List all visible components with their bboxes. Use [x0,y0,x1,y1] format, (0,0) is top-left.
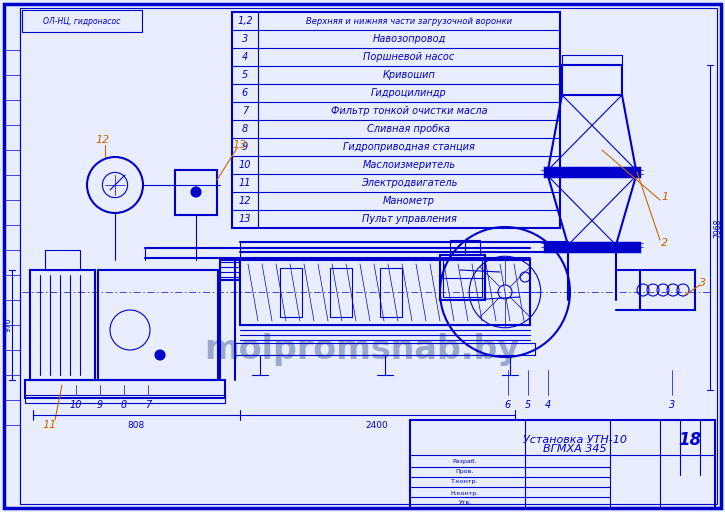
Circle shape [155,350,165,360]
Text: 6: 6 [505,400,511,410]
Bar [545,243,639,251]
Text: 1: 1 [661,192,668,202]
Bar [330,268,352,317]
Bar [98,270,218,380]
Text: 4: 4 [242,52,248,62]
Text: 2: 2 [661,238,668,248]
Text: 10: 10 [70,400,82,410]
Bar [440,255,485,300]
Text: 2400: 2400 [365,420,389,430]
Text: 9: 9 [97,400,103,410]
Bar [280,268,302,317]
Text: 18: 18 [679,431,702,449]
Text: Утв.: Утв. [458,501,471,505]
Text: Навозопровод: Навозопровод [373,34,446,44]
Text: 11: 11 [239,178,252,188]
Text: 12: 12 [239,196,252,206]
Bar [175,170,217,215]
Text: Манометр: Манометр [383,196,435,206]
Text: 3: 3 [242,34,248,44]
Bar [465,240,480,255]
Text: Разраб.: Разраб. [452,459,477,464]
Text: 9: 9 [242,142,248,152]
Bar [25,395,225,403]
Text: ВГМХА 345: ВГМХА 345 [543,444,607,454]
Text: Верхняя и нижняя части загрузочной воронки: Верхняя и нижняя части загрузочной ворон… [306,16,512,26]
Text: Электродвигатель: Электродвигатель [361,178,457,188]
Bar [22,10,142,32]
Text: 8: 8 [242,124,248,134]
Text: 8: 8 [121,400,127,410]
Text: Н.контр.: Н.контр. [451,492,479,497]
Text: Поршневой насос: Поршневой насос [363,52,455,62]
Text: 10: 10 [239,160,252,170]
Text: 7968: 7968 [713,218,723,238]
Text: Установка УТН-10: Установка УТН-10 [523,435,627,445]
Text: Сливная пробка: Сливная пробка [368,124,450,134]
Bar [410,420,715,508]
Text: Маслоизмеритель: Маслоизмеритель [362,160,455,170]
Bar [25,380,225,398]
Bar [380,268,402,317]
Text: 11: 11 [43,420,57,430]
Text: Пульт управления: Пульт управления [362,214,457,224]
Text: Гидроприводная станция: Гидроприводная станция [343,142,475,152]
Bar [30,270,95,380]
Bar [45,250,80,270]
Text: Пров.: Пров. [456,470,474,475]
Bar [640,270,695,310]
Text: 808: 808 [128,420,144,430]
Bar [545,168,639,176]
Bar [240,260,530,325]
Bar [562,65,622,95]
Text: 976: 976 [4,317,12,332]
Text: molpromsnab.by: molpromsnab.by [204,333,520,367]
Bar [232,12,560,228]
Text: 5: 5 [242,70,248,80]
Text: 13: 13 [233,140,247,150]
Bar [450,240,465,255]
Text: 5: 5 [525,400,531,410]
Text: 3: 3 [669,400,675,410]
Text: 7: 7 [145,400,151,410]
Text: 4: 4 [545,400,551,410]
Text: 13: 13 [239,214,252,224]
Circle shape [191,187,201,197]
Text: 6: 6 [242,88,248,98]
Bar [443,258,482,297]
Text: Гидроцилиндр: Гидроцилиндр [371,88,447,98]
Text: Фильтр тонкой очистки масла: Фильтр тонкой очистки масла [331,106,487,116]
Text: 1,2: 1,2 [237,16,253,26]
Text: 3: 3 [700,278,707,288]
Text: Т.контр.: Т.контр. [451,480,478,484]
Text: 12: 12 [96,135,110,145]
Bar [235,343,535,355]
Text: ОЛ-НЦ, гидронасос: ОЛ-НЦ, гидронасос [44,16,120,26]
Text: 7: 7 [242,106,248,116]
Text: Кривошип: Кривошип [383,70,436,80]
